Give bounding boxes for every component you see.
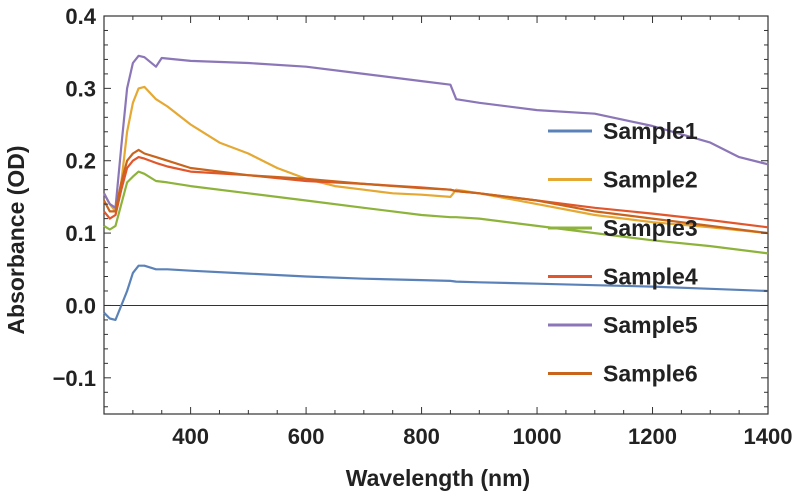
y-tick-label: 0.2 bbox=[65, 149, 96, 174]
legend-label-sample5: Sample5 bbox=[603, 312, 698, 338]
legend-label-sample4: Sample4 bbox=[603, 264, 698, 290]
series-line-sample6 bbox=[103, 148, 769, 235]
series-line-sample2 bbox=[103, 85, 769, 235]
legend-label-sample6: Sample6 bbox=[603, 361, 698, 387]
ticks-layer: 400 600 800 1000 1200 1400 −0.1 0.0 0.1 0.2 0.3 0.4 bbox=[53, 4, 793, 449]
series-line-sample5 bbox=[103, 54, 769, 209]
x-tick-label: 1000 bbox=[513, 424, 562, 449]
y-axis-label: Absorbance (OD) bbox=[3, 145, 29, 334]
x-tick-label: 600 bbox=[288, 424, 325, 449]
legend-label-sample2: Sample2 bbox=[603, 167, 698, 193]
x-tick-label: 1400 bbox=[744, 424, 793, 449]
y-tick-label: 0.0 bbox=[65, 293, 96, 318]
legend-label-sample1: Sample1 bbox=[603, 118, 698, 144]
x-axis-label: Wavelength (nm) bbox=[346, 465, 530, 491]
plot-border bbox=[103, 15, 769, 415]
series-line-sample1 bbox=[103, 264, 769, 321]
legend: Sample1 Sample2 Sample3 Sample4 Sample5 Sampl… bbox=[548, 118, 698, 387]
y-tick-label: 0.4 bbox=[65, 4, 96, 29]
x-tick-label: 800 bbox=[403, 424, 440, 449]
y-tick-label: 0.3 bbox=[65, 76, 96, 101]
legend-label-sample3: Sample3 bbox=[603, 215, 698, 241]
plot-frame bbox=[103, 15, 769, 415]
x-tick-label: 1200 bbox=[628, 424, 677, 449]
y-tick-label: −0.1 bbox=[53, 366, 96, 391]
x-tick-label: 400 bbox=[172, 424, 209, 449]
y-tick-label: 0.1 bbox=[65, 221, 96, 246]
